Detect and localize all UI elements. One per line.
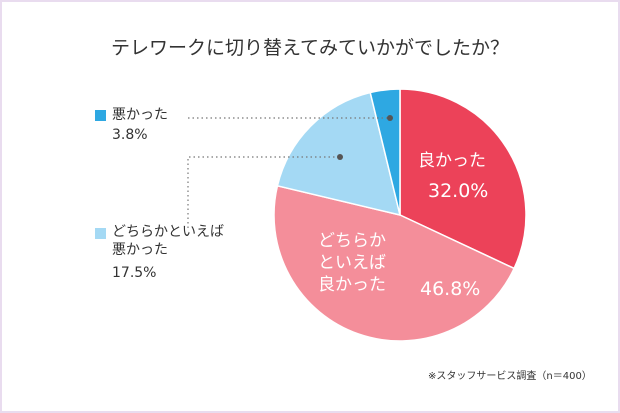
value-label: 46.8% xyxy=(420,278,481,300)
leader-dot xyxy=(387,115,393,121)
pie-slice xyxy=(273,184,516,342)
leader-dot xyxy=(337,154,343,160)
category-label: どちらかといえば良かった xyxy=(318,231,386,296)
value-label: 17.5% xyxy=(112,265,157,281)
category-label: 悪かった xyxy=(112,107,168,123)
chart-title: テレワークに切り替えてみていかがでしたか？ xyxy=(110,37,510,59)
pie-slice xyxy=(399,88,527,270)
legend-swatch xyxy=(95,228,106,239)
value-label: 32.0% xyxy=(428,180,489,202)
pie-slice xyxy=(276,91,402,217)
value-label: 3.8% xyxy=(112,127,148,143)
pie-slice xyxy=(369,88,401,216)
category-label: 良かった xyxy=(418,151,486,171)
category-label: どちらかといえば悪かった xyxy=(112,224,224,259)
leader-line xyxy=(187,156,338,228)
legend-swatch xyxy=(95,110,106,121)
source-note: ※スタッフサービス調査（n＝400） xyxy=(428,371,592,382)
